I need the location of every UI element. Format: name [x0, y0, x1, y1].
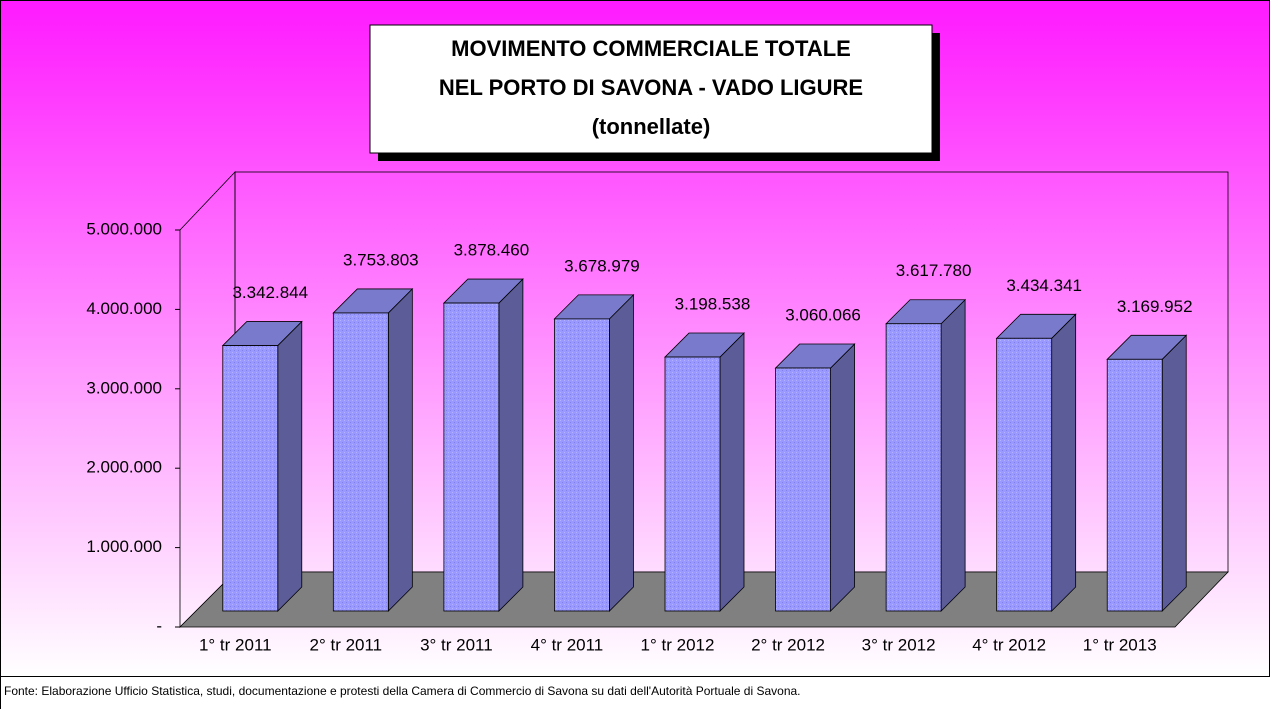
title-box	[369, 24, 933, 154]
data-label: 3.434.341	[1006, 276, 1082, 295]
bar	[443, 302, 500, 612]
bar-side	[1051, 313, 1077, 612]
x-tick-label: 4° tr 2012	[972, 635, 1046, 654]
x-tick-label: 3° tr 2012	[862, 635, 936, 654]
bar	[1106, 358, 1163, 612]
source-note: Fonte: Elaborazione Ufficio Statistica, …	[4, 684, 801, 698]
x-tick-label: 4° tr 2011	[531, 635, 604, 654]
bar-side	[719, 332, 745, 612]
bar-side	[940, 298, 966, 612]
data-label: 3.169.952	[1117, 297, 1193, 316]
chart-title: (tonnellate)	[592, 114, 711, 139]
data-label: 3.753.803	[343, 250, 419, 269]
x-tick-label: 2° tr 2012	[751, 635, 825, 654]
y-tick-label: 5.000.000	[86, 219, 162, 238]
bar-side	[277, 320, 303, 612]
bar-side	[609, 293, 634, 612]
data-label: 3.342.844	[232, 283, 308, 302]
y-tick-label: 3.000.000	[86, 378, 162, 397]
data-label: 3.198.538	[675, 295, 751, 314]
bar	[775, 367, 831, 612]
y-tick-label: 1.000.000	[86, 537, 162, 556]
bar-side	[498, 278, 524, 612]
chart-title: MOVIMENTO COMMERCIALE TOTALE	[451, 36, 851, 61]
bar-side	[1161, 334, 1187, 612]
bar-side	[387, 287, 413, 612]
data-label: 3.617.780	[896, 261, 972, 280]
data-label: 3.060.066	[785, 306, 861, 325]
x-tick-label: 2° tr 2011	[310, 635, 383, 654]
y-tick-label: -	[156, 616, 162, 635]
bar-side	[830, 343, 855, 612]
bar	[554, 318, 610, 612]
bar	[664, 356, 721, 612]
bar	[332, 312, 389, 612]
x-tick-label: 1° tr 2011	[199, 635, 272, 654]
x-tick-label: 3° tr 2011	[420, 635, 493, 654]
y-tick-label: 2.000.000	[86, 458, 162, 477]
data-label: 3.678.979	[564, 256, 640, 275]
x-tick-label: 1° tr 2012	[641, 635, 715, 654]
bar	[222, 345, 279, 612]
bar	[885, 323, 942, 612]
chart-title: NEL PORTO DI SAVONA - VADO LIGURE	[439, 75, 863, 100]
bar	[996, 337, 1053, 612]
x-tick-label: 1° tr 2013	[1083, 635, 1157, 654]
data-label: 3.878.460	[454, 241, 530, 260]
y-tick-label: 4.000.000	[86, 299, 162, 318]
